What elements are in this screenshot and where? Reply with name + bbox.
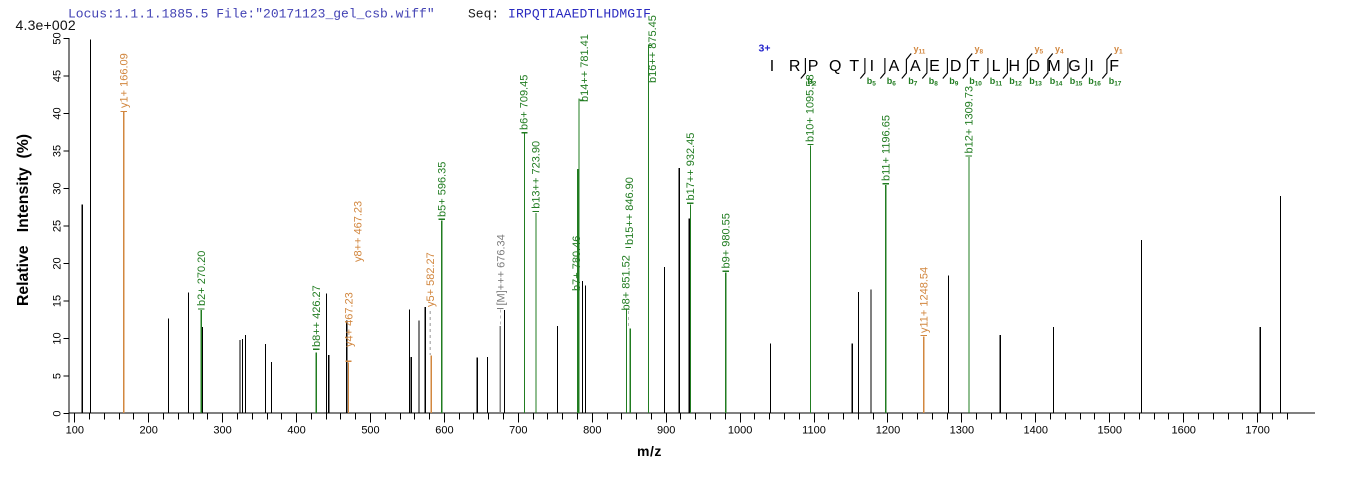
svg-text:Locus:1.1.1.1885.5 File:"20171: Locus:1.1.1.1885.5 File:"20171123_gel_cs… (68, 7, 435, 22)
svg-text:b9+ 980.55: b9+ 980.55 (720, 213, 732, 268)
svg-text:M: M (1047, 58, 1060, 75)
svg-text:b16++ 875.45: b16++ 875.45 (647, 15, 659, 83)
svg-text:R: R (789, 58, 801, 75)
svg-text:m/z: m/z (637, 443, 662, 459)
svg-text:b10+ 1095.58: b10+ 1095.58 (805, 74, 817, 142)
svg-text:b5: b5 (867, 76, 877, 88)
svg-text:IRPQTIAAEDTLHDMGIF: IRPQTIAAEDTLHDMGIF (508, 7, 651, 22)
svg-text:400: 400 (287, 425, 305, 437)
svg-text:[M]+++ 676.34: [M]+++ 676.34 (495, 234, 507, 305)
svg-text:y8++ 467.23: y8++ 467.23 (352, 201, 364, 262)
svg-text:15: 15 (51, 295, 63, 307)
svg-text:b2+ 270.20: b2+ 270.20 (196, 251, 208, 306)
svg-text:y11+ 1248.54: y11+ 1248.54 (918, 267, 930, 333)
svg-text:E: E (929, 58, 940, 75)
svg-text:45: 45 (51, 70, 63, 82)
svg-text:b17: b17 (1109, 76, 1122, 88)
svg-text:40: 40 (51, 107, 63, 119)
svg-text:y4+ 467.23: y4+ 467.23 (343, 292, 355, 347)
svg-text:50: 50 (51, 32, 63, 44)
svg-text:b16: b16 (1088, 76, 1101, 88)
svg-text:I: I (1089, 58, 1093, 75)
svg-text:b7: b7 (908, 76, 918, 88)
svg-text:I: I (870, 58, 874, 75)
svg-text:10: 10 (51, 332, 63, 344)
svg-text:b15++ 846.90: b15++ 846.90 (624, 177, 636, 245)
svg-text:b5+ 596.35: b5+ 596.35 (436, 162, 448, 217)
svg-text:1500: 1500 (1098, 425, 1122, 437)
svg-text:b8: b8 (929, 76, 939, 88)
svg-text:D: D (1029, 58, 1041, 75)
svg-text:700: 700 (509, 425, 527, 437)
svg-text:1600: 1600 (1171, 425, 1195, 437)
svg-text:4.3e+002: 4.3e+002 (16, 17, 76, 33)
svg-text:100: 100 (66, 425, 84, 437)
svg-text:b11+ 1196.65: b11+ 1196.65 (880, 115, 892, 181)
svg-text:A: A (889, 58, 900, 75)
svg-text:y5: y5 (1035, 44, 1044, 56)
svg-text:300: 300 (213, 425, 231, 437)
svg-text:b14++ 781.41: b14++ 781.41 (579, 34, 591, 102)
svg-text:500: 500 (361, 425, 379, 437)
svg-text:35: 35 (51, 145, 63, 157)
svg-text:0: 0 (51, 410, 63, 416)
svg-text:b10: b10 (969, 76, 982, 88)
svg-text:F: F (1109, 58, 1119, 75)
svg-text:1400: 1400 (1024, 425, 1048, 437)
svg-text:b13++ 723.90: b13++ 723.90 (531, 141, 543, 209)
svg-text:30: 30 (51, 182, 63, 194)
svg-text:y4: y4 (1055, 44, 1064, 56)
svg-text:1200: 1200 (876, 425, 900, 437)
svg-text:b6: b6 (887, 76, 897, 88)
svg-text:y5+ 582.27: y5+ 582.27 (425, 252, 437, 307)
svg-text:200: 200 (140, 425, 158, 437)
svg-text:b7+ 780.46: b7+ 780.46 (571, 236, 583, 291)
svg-text:b2: b2 (807, 76, 817, 88)
svg-text:Relative Intensity (%): Relative Intensity (%) (15, 134, 32, 306)
svg-text:b8++ 426.27: b8++ 426.27 (311, 285, 323, 347)
svg-text:b8+ 851.52: b8+ 851.52 (621, 255, 633, 310)
svg-text:b15: b15 (1070, 76, 1083, 88)
svg-text:b13: b13 (1029, 76, 1042, 88)
svg-text:H: H (1009, 58, 1021, 75)
svg-text:b12: b12 (1009, 76, 1022, 88)
svg-text:800: 800 (583, 425, 601, 437)
svg-text:L: L (992, 58, 1001, 75)
svg-text:b17++ 932.45: b17++ 932.45 (685, 133, 697, 201)
svg-text:3+: 3+ (759, 43, 771, 55)
svg-text:y8: y8 (975, 44, 984, 56)
svg-text:y1: y1 (1114, 44, 1123, 56)
svg-text:25: 25 (51, 220, 63, 232)
svg-text:1100: 1100 (802, 425, 826, 437)
svg-text:900: 900 (657, 425, 675, 437)
svg-text:T: T (849, 58, 859, 75)
svg-text:b14: b14 (1050, 76, 1063, 88)
svg-text:I: I (770, 58, 774, 75)
svg-text:1000: 1000 (728, 425, 752, 437)
svg-text:b9: b9 (949, 76, 959, 88)
svg-text:D: D (950, 58, 962, 75)
svg-text:y11: y11 (914, 44, 926, 56)
svg-text:20: 20 (51, 257, 63, 269)
svg-text:G: G (1068, 58, 1080, 75)
svg-text:b12+ 1309.73: b12+ 1309.73 (964, 86, 976, 154)
svg-text:A: A (910, 58, 921, 75)
svg-text:P: P (808, 58, 819, 75)
svg-text:b11: b11 (990, 76, 1003, 88)
svg-text:b6+ 709.45: b6+ 709.45 (519, 75, 531, 130)
svg-text:1300: 1300 (950, 425, 974, 437)
svg-text:600: 600 (435, 425, 453, 437)
svg-text:1700: 1700 (1245, 425, 1269, 437)
svg-text:y1+ 166.09: y1+ 166.09 (118, 53, 130, 108)
svg-text:Seq:: Seq: (468, 7, 499, 22)
svg-text:Q: Q (829, 58, 841, 75)
svg-text:5: 5 (51, 373, 63, 379)
svg-text:T: T (970, 58, 980, 75)
